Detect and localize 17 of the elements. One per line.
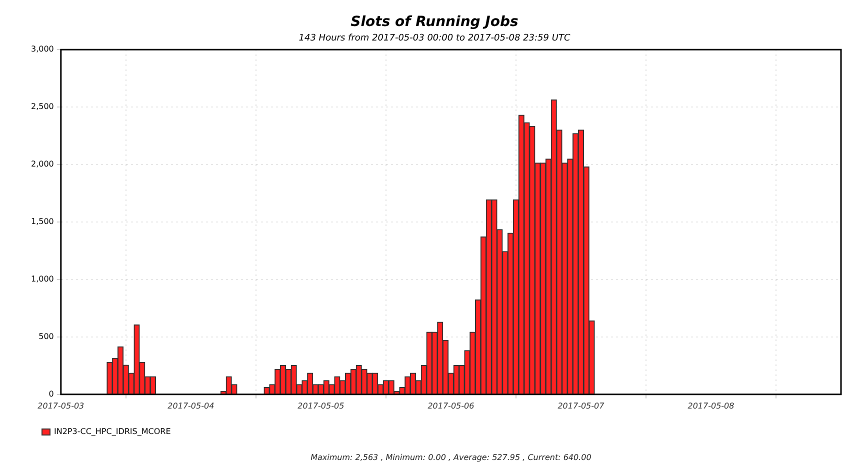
x-tick-label: 2017-05-07 — [558, 401, 606, 410]
x-tick-label: 2017-05-04 — [168, 401, 214, 410]
text: Maximum: 2,563 , Minimum: 0.00 , Average: 527.95 , Current: 640.00 — [310, 453, 592, 462]
y-tick-label: 0 — [48, 389, 54, 398]
x-tick-label: 2017-05-08 — [688, 401, 734, 410]
y-tick-label: 500 — [38, 332, 54, 342]
legend-label: IN2P3-CC_HPC_IDRIS_MCORE — [54, 427, 171, 436]
x-tick-label: 2017-05-03 — [38, 401, 84, 410]
y-tick-label: 1,500 — [30, 217, 54, 226]
x-tick-label: 2017-05-06 — [428, 401, 474, 410]
chart-subtitle: 143 Hours from 2017-05-03 00:00 to 2017-05-08 23:59 UTC — [298, 34, 571, 44]
y-tick-label: 3,000 — [30, 44, 54, 54]
chart-title: Slots of Running Jobs — [350, 14, 518, 30]
y-tick-label: 1,000 — [30, 274, 54, 284]
y-tick-label: 2,000 — [30, 160, 54, 169]
x-tick-label: 2017-05-05 — [298, 401, 344, 410]
y-tick-label: 2,500 — [30, 102, 54, 112]
